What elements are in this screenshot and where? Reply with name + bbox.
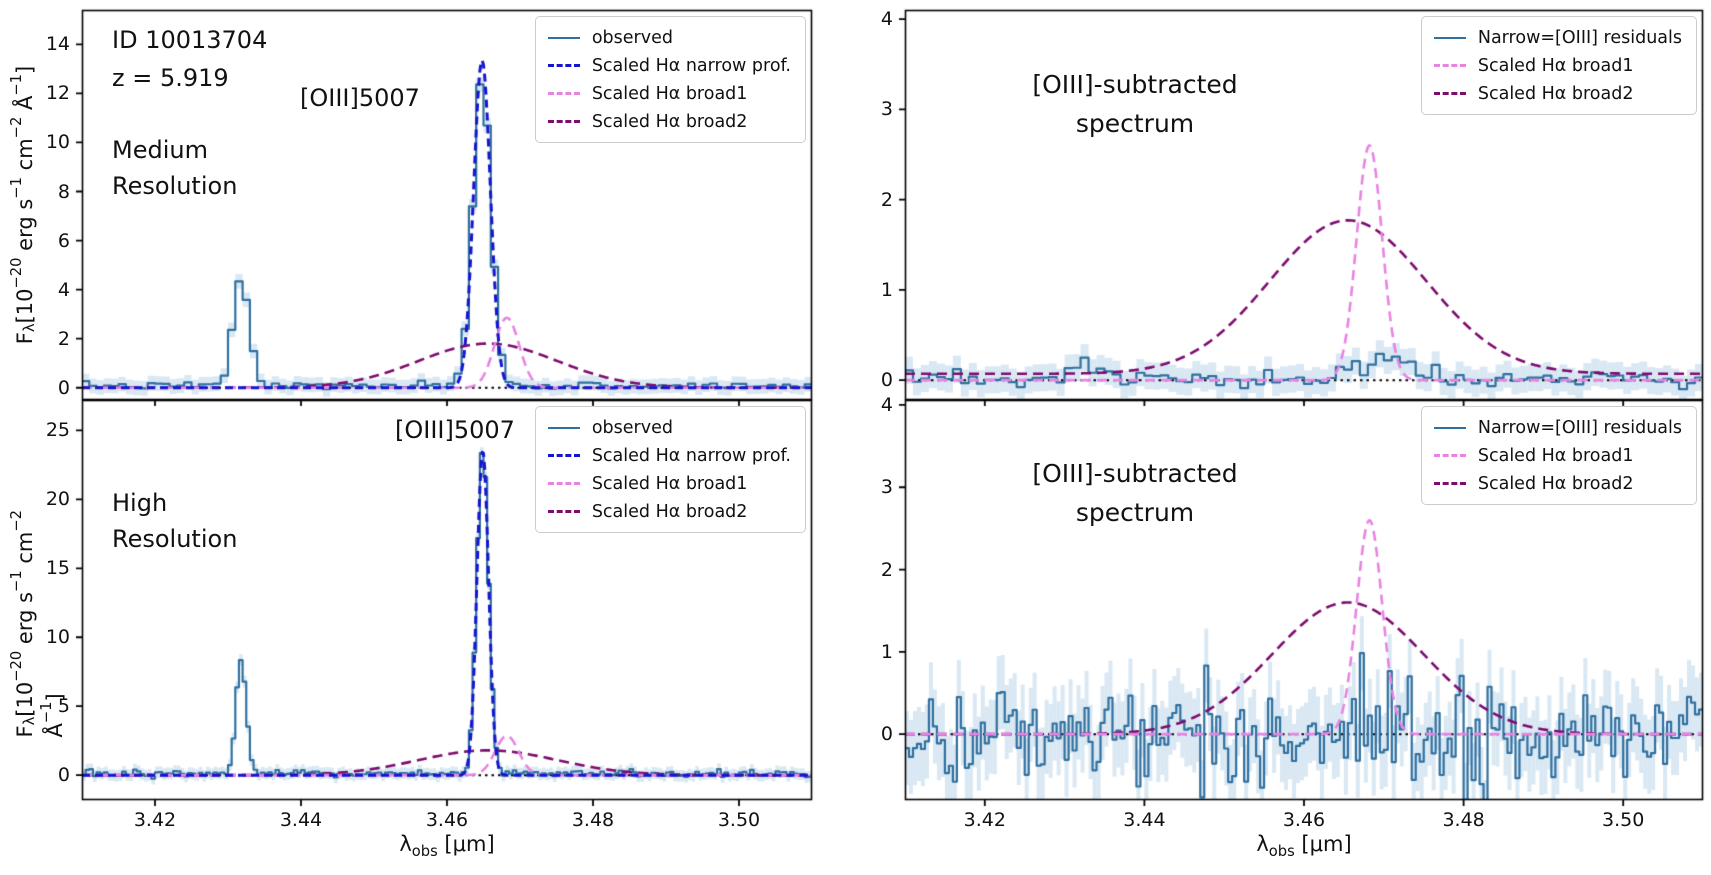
annotation-source-id: ID 10013704: [112, 26, 268, 54]
legend-item: Scaled Hα broad1: [1433, 443, 1682, 468]
y-tick-label: 14: [45, 33, 70, 56]
legend-line-sample-dashed: [1433, 482, 1466, 485]
y-tick-label: 25: [45, 419, 70, 442]
legend-label: Scaled Hα broad2: [591, 501, 748, 522]
y-tick-label: 15: [45, 557, 70, 580]
x-tick-label: 3.48: [1442, 809, 1485, 831]
legend-line-sample-solid: [1433, 36, 1466, 39]
legend-label: observed: [591, 27, 673, 48]
legend-label: Scaled Hα broad1: [1477, 55, 1634, 76]
legend-label: Scaled Hα broad2: [1477, 473, 1634, 494]
y-axis-label-medium: Fλ[10−20 erg s−1 cm−2 Å−1]: [8, 65, 39, 345]
legend-label: Scaled Hα broad2: [591, 111, 748, 132]
legend-line-sample-dashed: [547, 120, 580, 123]
legend-item: Narrow=[OIII] residuals: [1433, 25, 1682, 50]
x-axis-label-right: λobs [μm]: [1256, 832, 1352, 861]
legend-label: Narrow=[OIII] residuals: [1477, 417, 1682, 438]
x-tick-label: 3.46: [425, 809, 469, 831]
annotation-subtracted-medium: [OIII]-subtracted spectrum: [1032, 70, 1238, 138]
y-tick-label: 10: [45, 626, 70, 649]
y-tick-label: 0: [880, 723, 893, 746]
y-tick-label: 0: [57, 764, 70, 787]
y-tick-label: 4: [880, 8, 893, 31]
legend-label: Scaled Hα broad1: [1477, 445, 1634, 466]
legend-item: Scaled Hα broad1: [547, 471, 791, 496]
legend-item: Scaled Hα narrow prof.: [547, 53, 791, 78]
legend-line-sample-dashed: [547, 64, 580, 67]
y-tick-label: 3: [880, 476, 893, 499]
y-tick-label: 0: [57, 376, 70, 399]
y-tick-label: 0: [880, 369, 893, 392]
legend-label: Scaled Hα narrow prof.: [591, 445, 791, 466]
x-tick-label: 3.50: [1602, 809, 1645, 831]
legend-high-fit: observed Scaled Hα narrow prof. Scaled Hα …: [534, 406, 806, 533]
legend-label: observed: [591, 417, 673, 438]
y-tick-label: 1: [880, 278, 893, 301]
annotation-oiii5007-medium: [OIII]5007: [300, 84, 420, 112]
annotation-oiii5007-high: [OIII]5007: [395, 416, 515, 444]
legend-item: Scaled Hα broad2: [1433, 471, 1682, 496]
legend-label: Narrow=[OIII] residuals: [1477, 27, 1682, 48]
x-tick-label: 3.44: [1123, 809, 1166, 831]
x-tick-label: 3.46: [1282, 809, 1326, 831]
legend-item: Scaled Hα broad2: [547, 499, 791, 524]
legend-line-sample-dashed: [547, 454, 580, 457]
y-tick-label: 8: [57, 180, 70, 203]
annotation-redshift: z = 5.919: [112, 64, 229, 92]
legend-line-sample-solid: [547, 36, 580, 39]
legend-line-sample-dashed: [547, 510, 580, 513]
y-tick-label: 2: [880, 558, 893, 581]
x-tick-label: 3.42: [133, 809, 177, 831]
y-tick-label: 4: [57, 278, 70, 301]
y-tick-label: 5: [57, 695, 70, 718]
legend-medium-residuals: Narrow=[OIII] residuals Scaled Hα broad1 S…: [1420, 16, 1697, 115]
legend-label: Scaled Hα broad1: [591, 83, 748, 104]
legend-line-sample-dashed: [547, 482, 580, 485]
y-tick-label: 2: [57, 327, 70, 350]
legend-item: Scaled Hα broad2: [547, 109, 791, 134]
legend-line-sample-dashed: [1433, 92, 1466, 95]
legend-line-sample-dashed: [1433, 64, 1466, 67]
legend-high-residuals: Narrow=[OIII] residuals Scaled Hα broad1 S…: [1420, 406, 1697, 505]
legend-item: Narrow=[OIII] residuals: [1433, 415, 1682, 440]
legend-item: observed: [547, 25, 791, 50]
x-tick-label: 3.42: [963, 809, 1006, 831]
legend-item: Scaled Hα broad2: [1433, 81, 1682, 106]
legend-label: Scaled Hα broad2: [1477, 83, 1634, 104]
legend-label: Scaled Hα narrow prof.: [591, 55, 791, 76]
legend-line-sample-dashed: [1433, 454, 1466, 457]
legend-line-sample-solid: [547, 426, 580, 429]
y-tick-label: 10: [45, 131, 70, 154]
legend-item: Scaled Hα broad1: [547, 81, 791, 106]
x-tick-label: 3.48: [571, 809, 615, 831]
x-tick-label: 3.50: [717, 809, 761, 831]
annotation-subtracted-high: [OIII]-subtracted spectrum: [1032, 459, 1238, 527]
legend-item: Scaled Hα broad1: [1433, 53, 1682, 78]
y-tick-label: 20: [45, 488, 70, 511]
y-tick-label: 2: [880, 188, 893, 211]
y-tick-label: 3: [880, 98, 893, 121]
y-tick-label: 12: [45, 82, 70, 105]
y-tick-label: 4: [880, 393, 893, 416]
annotation-medium-resolution: Medium Resolution: [112, 136, 238, 200]
legend-line-sample-solid: [1433, 426, 1466, 429]
legend-label: Scaled Hα broad1: [591, 473, 748, 494]
x-axis-label-left: λobs [μm]: [399, 832, 495, 861]
legend-item: Scaled Hα narrow prof.: [547, 443, 791, 468]
annotation-high-resolution: High Resolution: [112, 489, 238, 553]
legend-line-sample-dashed: [547, 92, 580, 95]
x-tick-label: 3.44: [279, 809, 323, 831]
y-tick-label: 1: [880, 640, 893, 663]
y-tick-label: 6: [57, 229, 70, 252]
legend-item: observed: [547, 415, 791, 440]
legend-medium-fit: observed Scaled Hα narrow prof. Scaled Hα …: [534, 16, 806, 143]
